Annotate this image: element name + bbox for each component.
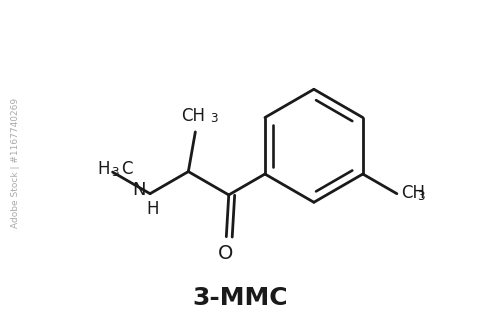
Text: O: O xyxy=(218,245,233,263)
Text: 3: 3 xyxy=(210,112,218,125)
Text: N: N xyxy=(132,181,146,199)
Text: 3-MMC: 3-MMC xyxy=(192,286,288,310)
Text: 3: 3 xyxy=(111,166,118,179)
Text: H: H xyxy=(146,200,158,218)
Text: H: H xyxy=(98,160,110,178)
Text: Adobe Stock | #1167740269: Adobe Stock | #1167740269 xyxy=(10,98,20,228)
Text: 3: 3 xyxy=(418,190,425,203)
Text: CH: CH xyxy=(401,184,425,202)
Text: CH: CH xyxy=(181,107,205,125)
Text: C: C xyxy=(121,160,132,178)
